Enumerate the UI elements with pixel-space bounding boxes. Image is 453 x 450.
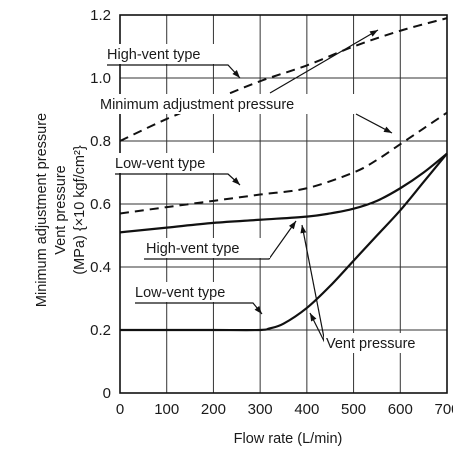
y-tick-label: 0.4 xyxy=(90,259,111,276)
y-axis-title-line-1: Minimum adjustment pressure xyxy=(34,113,50,307)
plot-border xyxy=(119,14,448,394)
x-tick-label: 500 xyxy=(341,401,366,418)
x-axis-title: Flow rate (L/min) xyxy=(234,431,343,447)
annotation-bg xyxy=(104,44,232,64)
series-line-2 xyxy=(119,111,448,215)
annotation-bg xyxy=(324,333,443,353)
x-tick-label: 300 xyxy=(248,401,273,418)
annotation-bg xyxy=(98,94,356,114)
annotation-leader xyxy=(107,64,241,79)
annotation-bg xyxy=(144,238,270,258)
tick-labels: 0 100 200 300 400 500 600 700 0 0.2 0.4 0.6 0.8 1.0 1.… xyxy=(90,7,453,418)
annotation-low-vent-min: Low-vent type xyxy=(115,156,205,172)
annotation-leader xyxy=(144,220,297,260)
y-axis-title-line-2: Vent pressure xyxy=(53,165,69,254)
annotation-leader xyxy=(135,302,263,315)
series-group xyxy=(119,17,448,332)
x-tick-label: 100 xyxy=(154,401,179,418)
x-tick-label: 600 xyxy=(388,401,413,418)
annotation-leader xyxy=(269,29,379,94)
series-line-4 xyxy=(120,152,448,332)
x-tick-label: 200 xyxy=(201,401,226,418)
plot-frame xyxy=(119,14,448,394)
annotation-bg xyxy=(113,153,227,173)
annotation-arrowhead xyxy=(383,126,392,133)
annotation-arrowhead xyxy=(300,225,307,234)
annotation-arrowhead xyxy=(232,70,240,78)
grid xyxy=(119,14,448,394)
annotation-min-adjust: Minimum adjustment pressure xyxy=(100,97,294,113)
annotation-arrowhead xyxy=(310,313,317,322)
y-tick-label: 1.0 xyxy=(90,70,111,87)
y-tick-label: 0.8 xyxy=(90,133,111,150)
annotation-low-vent-vent: Low-vent type xyxy=(135,285,225,301)
y-axis-title-line-3: (MPa) {×10 kgf/cm²} xyxy=(72,145,88,274)
annotation-high-vent-min: High-vent type xyxy=(107,47,201,63)
x-tick-label: 400 xyxy=(294,401,319,418)
annotation-arrowhead xyxy=(288,221,296,230)
annotation-arrowhead xyxy=(369,30,378,37)
annotation-bg xyxy=(133,282,255,302)
series-line-1 xyxy=(119,17,448,142)
annotation-vent-pressure: Vent pressure xyxy=(326,336,415,352)
y-tick-label: 1.2 xyxy=(90,7,111,24)
y-tick-label: 0 xyxy=(103,385,111,402)
annotation-arrowhead xyxy=(254,305,262,314)
annotation-leader xyxy=(115,173,241,186)
x-tick-label: 0 xyxy=(116,401,124,418)
annotations: High-vent type Minimum adjustment pressu… xyxy=(98,44,443,353)
annotation-leaders xyxy=(107,29,393,344)
x-tick-label: 700 xyxy=(434,401,453,418)
y-tick-label: 0.2 xyxy=(90,322,111,339)
y-tick-label: 0.6 xyxy=(90,196,111,213)
annotation-arrowhead xyxy=(232,177,240,185)
annotation-leader xyxy=(301,224,326,344)
annotation-high-vent-vent: High-vent type xyxy=(146,241,240,257)
series-line-3 xyxy=(119,152,448,234)
